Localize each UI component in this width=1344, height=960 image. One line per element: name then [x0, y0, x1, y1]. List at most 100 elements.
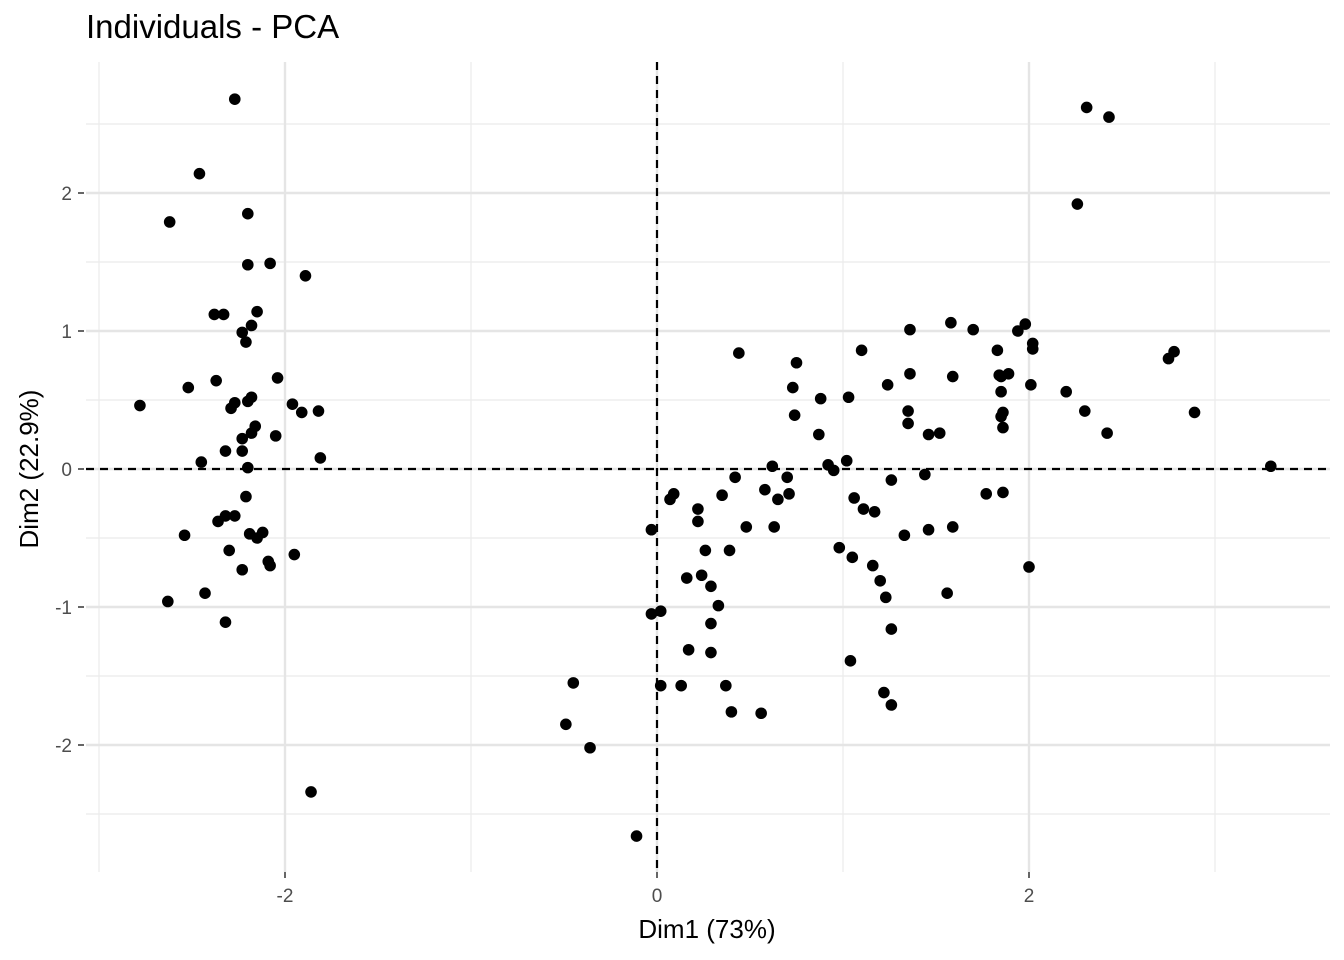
data-point [314, 452, 327, 464]
major-gridlines [86, 62, 1330, 872]
data-point [922, 428, 935, 441]
data-point [766, 460, 779, 473]
y-tick-label: 1 [61, 322, 72, 343]
data-point [271, 372, 284, 384]
data-point [699, 544, 712, 557]
data-point [885, 699, 898, 711]
data-point [885, 474, 898, 486]
reference-lines [86, 62, 1330, 872]
data-point [945, 316, 957, 329]
data-point [245, 427, 258, 439]
data-point [256, 526, 269, 539]
data-point [946, 370, 959, 383]
data-point [857, 503, 870, 515]
data-point [212, 515, 224, 528]
data-point [712, 599, 725, 612]
data-point [705, 646, 717, 659]
data-point [680, 572, 693, 584]
data-point [840, 454, 853, 467]
data-point [264, 559, 276, 572]
data-point [219, 616, 232, 628]
y-tick-label: 2 [61, 184, 72, 205]
data-point [991, 344, 1004, 357]
data-point [1079, 405, 1091, 417]
minor-gridlines [86, 62, 1330, 872]
data-point [286, 398, 299, 410]
data-point [768, 521, 780, 533]
data-point [842, 391, 855, 404]
data-point [242, 395, 254, 408]
data-point [240, 336, 252, 348]
data-point [217, 308, 230, 321]
y-tick-label: 0 [61, 460, 72, 481]
data-point [1025, 379, 1037, 391]
data-point [1019, 318, 1032, 330]
data-point [675, 679, 687, 692]
x-tick-label: 0 [652, 886, 663, 907]
data-point [264, 257, 276, 270]
data-point [740, 521, 753, 533]
data-point [1080, 101, 1093, 114]
data-point [755, 707, 767, 720]
data-point [1188, 406, 1201, 419]
data-point [269, 430, 282, 442]
data-point [980, 488, 993, 500]
data-point [178, 529, 191, 542]
data-point [995, 410, 1007, 423]
x-axis-ticks: -2 0 2 [277, 872, 1034, 907]
data-point [967, 323, 979, 336]
data-point [312, 405, 325, 417]
data-point [242, 207, 254, 220]
y-tick-label: -1 [55, 598, 72, 619]
data-point [219, 445, 232, 457]
data-point [933, 427, 946, 439]
data-point [729, 471, 741, 484]
data-point [866, 559, 879, 572]
chart-title: Individuals - PCA [86, 8, 340, 45]
data-point [236, 326, 249, 339]
data-point [645, 608, 658, 620]
data-point [772, 493, 784, 506]
data-point [868, 505, 881, 518]
data-point [874, 574, 886, 587]
data-point [695, 569, 708, 582]
data-point [705, 617, 717, 630]
data-point [654, 605, 667, 617]
data-point [723, 544, 736, 557]
data-point [236, 563, 249, 576]
data-point [786, 381, 799, 394]
x-axis-label: Dim1 (73%) [638, 914, 775, 944]
data-point [902, 405, 914, 417]
data-point [997, 486, 1009, 499]
data-point [208, 308, 221, 321]
data-point [846, 551, 859, 564]
data-point [1103, 111, 1115, 123]
data-point [245, 319, 258, 332]
data-point [305, 786, 317, 798]
data-point [733, 347, 745, 359]
data-point [898, 529, 911, 542]
data-point [560, 718, 572, 731]
data-point [813, 428, 825, 441]
data-point [1265, 460, 1277, 473]
data-point [295, 406, 308, 419]
data-point [1071, 198, 1084, 210]
data-point [664, 493, 676, 506]
data-points [134, 93, 1277, 842]
data-point [705, 580, 717, 593]
data-point [781, 471, 793, 484]
data-point [654, 679, 667, 692]
data-point [885, 623, 898, 635]
data-point [584, 741, 596, 754]
data-point [881, 379, 894, 391]
data-point [162, 595, 174, 608]
data-point [567, 677, 580, 689]
data-point [716, 489, 728, 502]
data-point [844, 655, 857, 667]
data-point [879, 591, 892, 604]
data-point [242, 258, 254, 271]
data-point [788, 409, 801, 421]
data-point [692, 515, 704, 528]
data-point [814, 392, 827, 405]
